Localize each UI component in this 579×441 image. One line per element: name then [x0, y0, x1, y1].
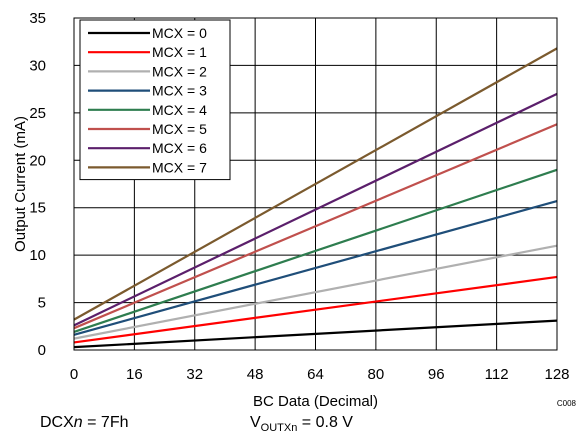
series-line — [73, 168, 558, 334]
legend-entry: MCX = 5 — [152, 121, 207, 137]
legend-entry: MCX = 4 — [152, 102, 207, 118]
legend-entry: MCX = 3 — [152, 83, 207, 99]
x-tick-label: 112 — [485, 366, 509, 383]
x-tick-label: 0 — [70, 366, 78, 383]
series-line — [73, 123, 558, 330]
legend: MCX = 0 MCX = 1 MCX = 2 MCX = 3 MCX = 4 MCX =… — [79, 19, 231, 181]
x-tick-label: 48 — [247, 366, 264, 383]
vout-condition: VOUTXn = 0.8 V — [250, 414, 353, 434]
legend-entry: MCX = 0 — [152, 25, 207, 41]
x-tick-labels: 0 16 32 48 64 80 96 112 128 — [70, 366, 570, 383]
vout-symbol: V — [250, 414, 261, 431]
legend-entry: MCX = 6 — [152, 140, 207, 156]
dcx-condition: DCXn = 7Fh — [40, 414, 129, 432]
x-tick-label: 32 — [186, 366, 203, 383]
legend-entry: MCX = 1 — [152, 44, 207, 60]
y-tick-label: 15 — [29, 200, 46, 217]
y-tick-label: 5 — [38, 295, 46, 312]
y-tick-label: 10 — [29, 247, 46, 264]
legend-entry: MCX = 2 — [152, 63, 207, 79]
x-tick-label: 96 — [428, 366, 445, 383]
series-lines — [73, 47, 558, 349]
y-tick-label: 25 — [29, 105, 46, 122]
series-line — [73, 244, 558, 340]
dcx-variable: n — [73, 414, 83, 431]
series-line — [73, 47, 558, 321]
figure-code: C008 — [557, 399, 577, 408]
y-tick-label: 20 — [29, 152, 46, 169]
y-tick-labels: 0 5 10 15 20 25 30 35 — [29, 10, 46, 359]
vout-subscript: OUTXn — [260, 422, 298, 435]
legend-entry: MCX = 7 — [152, 159, 207, 175]
x-tick-label: 80 — [368, 366, 385, 383]
y-tick-label: 35 — [29, 10, 46, 27]
plot-area-border — [73, 17, 558, 351]
y-tick-label: 30 — [29, 57, 46, 74]
y-tick-label: 0 — [38, 342, 46, 359]
legend-box — [79, 19, 231, 181]
series-line — [73, 319, 558, 349]
x-tick-label: 128 — [544, 366, 569, 383]
y-axis-label: Output Current (mA) — [12, 116, 29, 252]
x-axis-label: BC Data (Decimal) — [253, 393, 378, 410]
series-line — [73, 92, 558, 327]
dcx-prefix: DCX — [40, 414, 74, 431]
x-tick-label: 64 — [307, 366, 324, 383]
series-line — [73, 200, 558, 336]
vout-value: = 0.8 V — [297, 414, 353, 431]
x-tick-label: 16 — [126, 366, 143, 383]
series-line — [73, 275, 558, 344]
dcx-value: = 7Fh — [82, 414, 129, 431]
